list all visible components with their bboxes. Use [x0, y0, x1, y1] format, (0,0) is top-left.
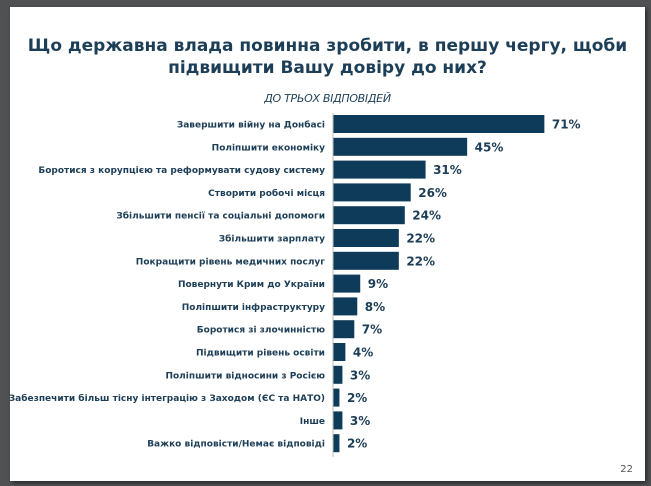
- value-label: 3%: [350, 414, 370, 428]
- category-label: Боротися зі злочинністю: [197, 325, 325, 336]
- bar: [333, 411, 343, 430]
- value-label: 45%: [475, 140, 504, 154]
- category-label: Забезпечити більш тісну інтеграцію з Зах…: [10, 393, 325, 404]
- bar-chart: Завершити війну на Донбасі 71% Поліпшити е…: [10, 113, 581, 457]
- bar: [333, 343, 346, 361]
- value-label: 24%: [412, 209, 441, 223]
- bar: [333, 297, 358, 316]
- category-label: Збільшити пенсії та соціальні допомоги: [116, 211, 325, 222]
- value-label: 22%: [406, 232, 435, 246]
- value-label: 2%: [347, 391, 367, 405]
- value-label: 8%: [365, 300, 385, 314]
- category-label: Завершити війну на Донбасі: [177, 120, 325, 131]
- category-label: Покращити рівень медичних послуг: [136, 256, 325, 267]
- category-label: Створити робочі місця: [208, 188, 325, 199]
- value-label: 71%: [552, 118, 581, 132]
- value-label: 31%: [433, 163, 462, 177]
- bar: [333, 274, 361, 293]
- bar: [333, 137, 468, 156]
- category-label: Поліпшити відносини з Росією: [165, 370, 325, 381]
- value-label: 7%: [362, 323, 382, 337]
- category-label: Збільшити зарплату: [219, 234, 325, 245]
- bar: [333, 183, 411, 202]
- bar: [333, 320, 355, 339]
- chart-title: Що державна влада повинна зробити, в пер…: [27, 36, 628, 78]
- bar: [333, 229, 399, 247]
- category-label: Поліпшити економіку: [212, 142, 325, 153]
- value-label: 2%: [347, 437, 367, 451]
- bar: [333, 388, 340, 407]
- category-label: Підвищити рівень освіти: [196, 348, 325, 359]
- bar: [333, 365, 343, 384]
- bar: [333, 115, 545, 133]
- value-label: 9%: [368, 277, 388, 291]
- slide: Що державна влада повинна зробити, в пер…: [10, 7, 645, 481]
- value-label: 22%: [406, 254, 435, 268]
- bar: [333, 160, 426, 179]
- bar: [333, 251, 399, 270]
- value-label: 4%: [353, 346, 373, 360]
- value-label: 26%: [418, 186, 447, 200]
- category-label: Інше: [300, 417, 325, 427]
- bar: [333, 434, 340, 453]
- category-label: Повернути Крим до України: [178, 280, 325, 290]
- value-label: 3%: [350, 368, 370, 382]
- category-label: Боротися з корупцією та реформувати судо…: [38, 165, 325, 176]
- category-label: Поліпшити інфраструктуру: [182, 302, 325, 313]
- category-label: Важко відповісти/Немає відповіді: [147, 439, 325, 450]
- chart-subtitle: ДО ТРЬОХ ВІДПОВІДЕЙ: [264, 92, 391, 105]
- page-number: 22: [620, 464, 633, 475]
- bar: [333, 206, 405, 225]
